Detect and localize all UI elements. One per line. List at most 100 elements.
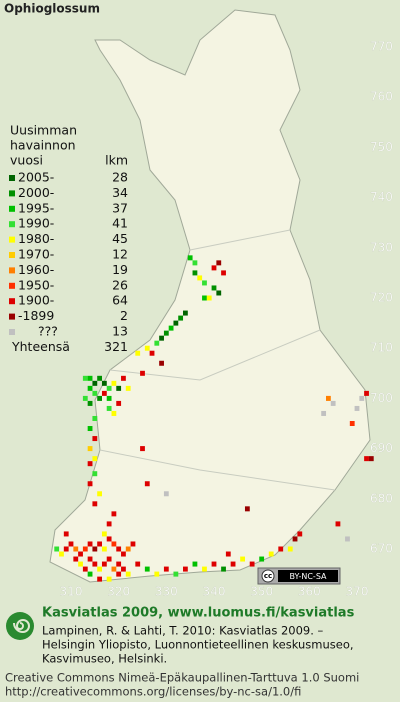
grid-square	[125, 546, 131, 552]
grid-square	[111, 511, 117, 517]
grid-square	[116, 546, 122, 552]
badge-cc: cc	[264, 572, 272, 580]
grid-square	[116, 571, 122, 577]
grid-square	[82, 566, 88, 572]
region-border	[189, 229, 291, 251]
grid-square	[92, 390, 98, 396]
grid-square	[249, 561, 255, 567]
grid-square	[364, 390, 369, 396]
footer-citation: Lampinen, R. & Lahti, T. 2010: Kasviatla…	[42, 624, 324, 638]
grid-square	[183, 310, 188, 316]
badge-icon	[261, 569, 275, 583]
grid-square	[106, 536, 112, 542]
y-tick-label: 720	[370, 291, 393, 305]
grid-square	[173, 320, 179, 326]
x-tick-label: 340	[203, 585, 226, 599]
grid-square	[159, 335, 164, 341]
logo-circle	[6, 612, 34, 640]
grid-square	[202, 295, 207, 301]
grid-square	[144, 566, 150, 572]
grid-square	[116, 400, 122, 406]
grid-square	[244, 506, 250, 512]
legend-label: -1899	[18, 308, 54, 323]
grid-square	[168, 325, 174, 331]
legend-swatch	[9, 221, 15, 228]
grid-square	[87, 385, 93, 391]
grid-square	[192, 270, 198, 276]
grid-square	[364, 456, 369, 462]
x-tick-label: 320	[107, 585, 130, 599]
grid-square	[92, 456, 98, 462]
legend-label: 2000-	[18, 185, 54, 200]
legend-count: 37	[112, 200, 128, 215]
grid-square	[78, 551, 83, 557]
y-tick-label: 680	[370, 491, 393, 505]
legend-header: Uusimman	[10, 123, 77, 138]
grid-square	[121, 375, 126, 381]
grid-square	[87, 426, 93, 432]
legend-swatch	[9, 205, 15, 212]
y-tick-label: 690	[370, 441, 393, 455]
grid-square	[87, 541, 93, 547]
grid-square	[211, 265, 217, 271]
grid-square	[202, 566, 207, 572]
legend-count: 19	[112, 262, 128, 277]
grid-square	[326, 395, 331, 401]
legend-label: 1990-	[18, 216, 54, 231]
grid-square	[206, 295, 212, 301]
grid-square	[192, 561, 198, 567]
grid-square	[92, 471, 98, 477]
grid-square	[335, 521, 341, 527]
legend-count: 2	[120, 308, 128, 323]
legend-header: havainnon	[10, 138, 76, 153]
x-tick-label: 370	[346, 585, 369, 599]
grid-square	[287, 546, 293, 552]
legend-header: vuosi	[10, 153, 43, 168]
y-tick-label: 770	[370, 40, 393, 54]
grid-square	[87, 400, 93, 406]
grid-square	[101, 390, 107, 396]
grid-square	[163, 566, 169, 572]
grid-square	[149, 350, 155, 356]
grid-square	[135, 350, 141, 356]
legend-label: 2005-	[18, 170, 54, 185]
grid-square	[197, 275, 203, 281]
grid-square	[68, 541, 74, 547]
grid-square	[225, 551, 231, 557]
grid-square	[92, 546, 98, 552]
grid-square	[92, 380, 98, 386]
grid-square	[230, 561, 236, 567]
grid-square	[92, 561, 98, 567]
grid-square	[97, 375, 102, 381]
grid-square	[87, 571, 93, 577]
footer-license: http://creativecommons.org/licenses/by-n…	[5, 685, 301, 699]
grid-square	[116, 385, 122, 391]
legend-count: 28	[112, 170, 128, 185]
legend-swatch	[9, 329, 15, 335]
grid-square	[82, 375, 88, 381]
grid-square	[154, 340, 160, 346]
legend-label: 1950-	[18, 277, 54, 292]
grid-square	[349, 421, 355, 426]
grid-square	[63, 531, 69, 537]
region-border	[109, 329, 321, 381]
grid-square	[192, 260, 198, 266]
legend-swatch	[9, 313, 15, 320]
grid-square	[345, 536, 350, 542]
cc-badge: cc BY-NC-SA	[257, 567, 341, 585]
grid-square	[121, 551, 126, 557]
grid-square	[97, 491, 102, 497]
grid-square	[368, 456, 374, 462]
grid-square	[159, 360, 164, 366]
y-tick-label: 670	[370, 542, 393, 556]
grid-square	[221, 270, 226, 276]
grid-square	[106, 521, 112, 527]
grid-square	[97, 576, 102, 582]
squares	[54, 255, 374, 582]
grid-square	[330, 400, 336, 406]
grid-square	[101, 380, 107, 386]
legend-swatch	[9, 298, 15, 305]
grid-square	[116, 561, 122, 567]
grid-square	[154, 571, 160, 577]
grid-square	[359, 395, 365, 401]
